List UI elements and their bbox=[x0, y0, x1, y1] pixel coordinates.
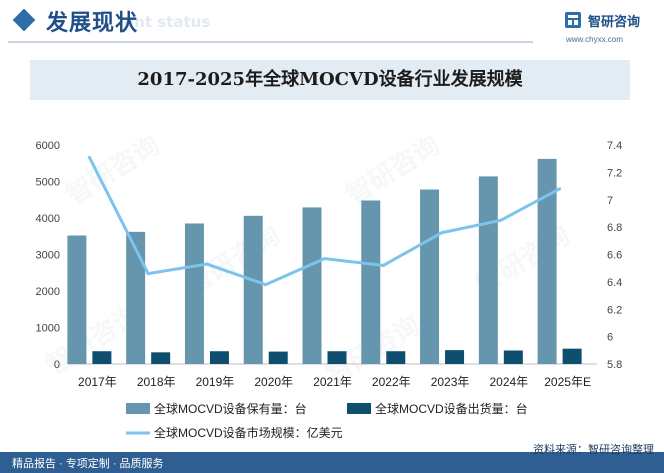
line-point bbox=[499, 218, 503, 222]
line-point bbox=[146, 272, 150, 276]
line-point bbox=[558, 187, 562, 191]
x-tick-label: 2017年 bbox=[78, 375, 117, 389]
bar-holding bbox=[302, 207, 322, 364]
footer-slogan: 精品报告 · 专项定制 · 品质服务 bbox=[12, 458, 164, 470]
section-header: ent status 发展现状 bbox=[0, 0, 664, 48]
bar-shipment bbox=[445, 350, 465, 364]
bar-holding bbox=[537, 158, 557, 364]
y-right-tick-label: 6 bbox=[607, 332, 613, 344]
chart-canvas: 0 1000 2000 3000 4000 5000 6000 5.8 6 6.2 6.4 6.6 6.… bbox=[36, 140, 623, 440]
bar-holding bbox=[361, 200, 381, 364]
x-tick-label: 2025年E bbox=[544, 375, 591, 389]
x-tick-label: 2019年 bbox=[196, 375, 235, 389]
y-right-tick-label: 7.4 bbox=[607, 140, 622, 152]
footer-bar: 精品报告 · 专项定制 · 品质服务 bbox=[0, 452, 664, 473]
y-left-tick-label: 3000 bbox=[36, 250, 60, 262]
bar-holding bbox=[478, 176, 498, 364]
y-right-tick-label: 6.8 bbox=[607, 222, 622, 234]
section-subtitle: ent status bbox=[124, 13, 211, 31]
y-left-tick-label: 5000 bbox=[36, 177, 60, 189]
y-left-tick-label: 0 bbox=[54, 359, 60, 371]
bar-shipment bbox=[92, 351, 112, 364]
line-point bbox=[323, 257, 326, 261]
bar-shipment bbox=[503, 350, 523, 364]
legend-label-holding: 全球MOCVD设备保有量：台 bbox=[154, 401, 307, 416]
bar-shipment bbox=[268, 351, 288, 364]
bar-holding bbox=[184, 223, 204, 364]
section-title: 发展现状 bbox=[46, 11, 139, 36]
y-right-tick-label: 7.2 bbox=[607, 167, 622, 179]
brand-name: 智研咨询 bbox=[588, 15, 641, 30]
bar-shipment bbox=[327, 351, 347, 364]
chart-title-bar: 2017-2025年全球MOCVD设备行业发展规模 bbox=[30, 60, 630, 100]
bar-holding bbox=[243, 215, 263, 364]
x-tick-label: 2018年 bbox=[137, 375, 176, 389]
y-right-tick-label: 5.8 bbox=[607, 359, 622, 371]
y-left-tick-label: 4000 bbox=[36, 213, 60, 225]
y-left-tick-label: 6000 bbox=[36, 140, 60, 152]
bar-shipment bbox=[386, 351, 406, 364]
bar-shipment bbox=[562, 348, 582, 364]
y-right-tick-label: 6.6 bbox=[607, 250, 622, 262]
bar-holding bbox=[420, 189, 440, 364]
y-left-tick-label: 1000 bbox=[36, 323, 60, 335]
brand-url: www.chyxx.com bbox=[566, 35, 623, 44]
bar-holding bbox=[126, 231, 146, 364]
line-point bbox=[205, 262, 209, 266]
bar-shipment bbox=[151, 352, 171, 364]
x-tick-label: 2022年 bbox=[372, 375, 411, 389]
brand-logo-icon bbox=[565, 12, 581, 28]
legend-label-shipment: 全球MOCVD设备出货量：台 bbox=[375, 401, 528, 416]
legend-label-line: 全球MOCVD设备市场规模：亿美元 bbox=[154, 425, 343, 440]
legend-swatch-holding bbox=[126, 403, 150, 414]
y-right-tick-label: 6.2 bbox=[607, 304, 622, 316]
y-right-tick-label: 6.4 bbox=[607, 277, 622, 289]
line-point bbox=[264, 283, 268, 287]
line-point bbox=[440, 231, 444, 235]
y-left-tick-label: 2000 bbox=[36, 286, 60, 298]
data-source: 资料来源：智研咨询整理 bbox=[533, 444, 654, 456]
x-tick-label: 2023年 bbox=[431, 375, 470, 389]
line-point bbox=[87, 155, 91, 159]
bar-shipment bbox=[209, 351, 229, 364]
y-right-tick-label: 7 bbox=[607, 195, 613, 207]
x-tick-label: 2021年 bbox=[313, 375, 352, 389]
chart-title: 2017-2025年全球MOCVD设备行业发展规模 bbox=[137, 69, 523, 90]
header-divider bbox=[8, 41, 533, 43]
line-point bbox=[381, 263, 385, 267]
x-tick-label: 2024年 bbox=[489, 375, 528, 389]
legend-swatch-shipment bbox=[347, 403, 371, 414]
x-tick-label: 2020年 bbox=[254, 375, 293, 389]
bar-holding bbox=[67, 235, 87, 364]
